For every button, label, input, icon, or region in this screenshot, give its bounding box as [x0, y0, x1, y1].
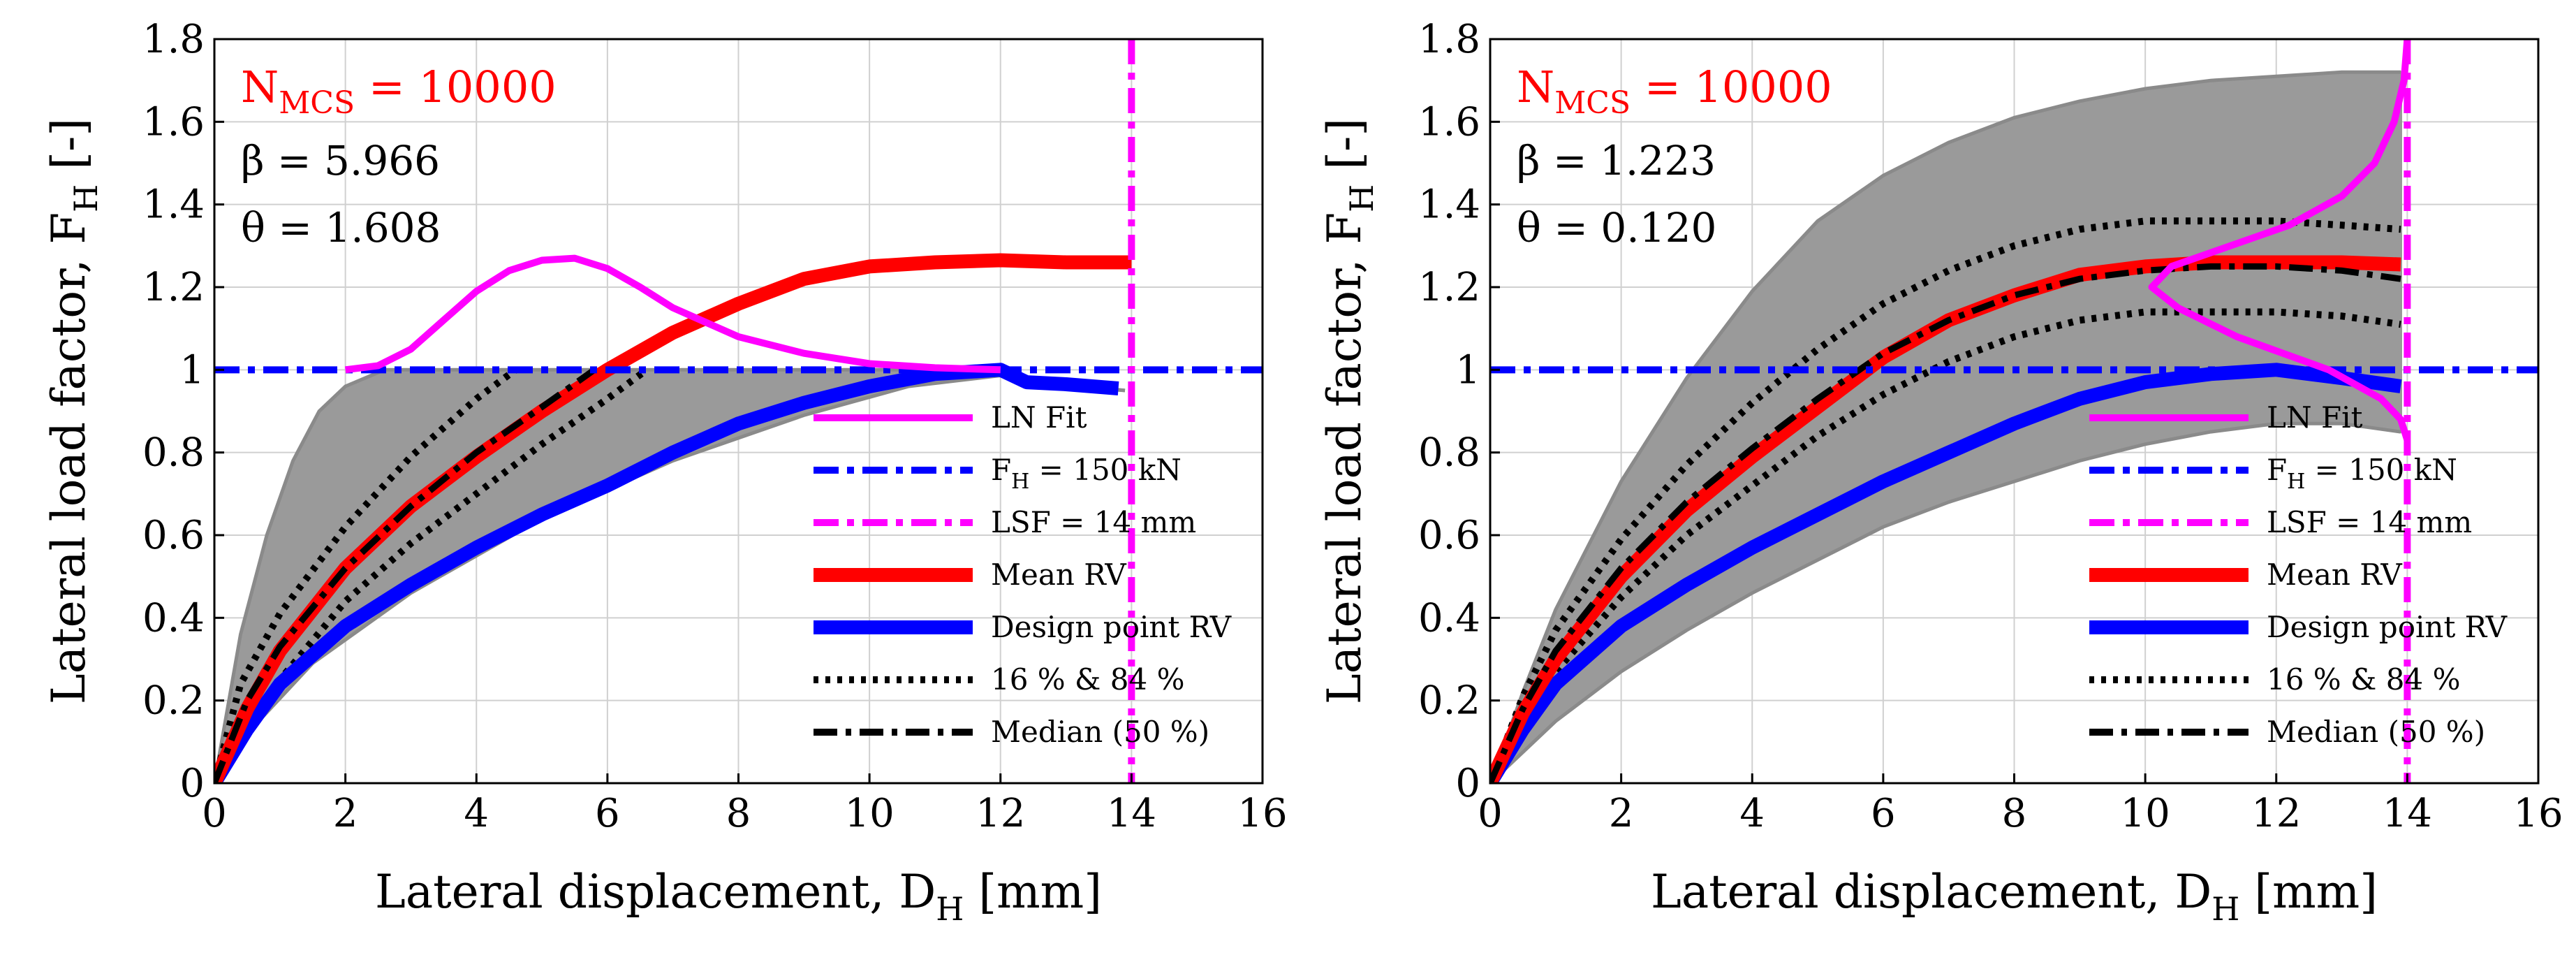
- x-tick-label: 2: [1609, 791, 1634, 836]
- legend-label-mean: Mean RV: [991, 558, 1126, 592]
- x-axis-label: Lateral displacement, DH [mm]: [375, 865, 1102, 928]
- x-tick-label: 2: [333, 791, 358, 836]
- percentile-84-line: [214, 367, 518, 783]
- x-tick-label: 8: [2002, 791, 2027, 836]
- ln-fit-curve: [344, 254, 1001, 374]
- y-tick-label: 1.6: [142, 99, 205, 145]
- x-tick-label: 8: [726, 791, 751, 836]
- x-tick-label: 16: [2513, 791, 2563, 836]
- y-tick-label: 0.4: [1418, 595, 1480, 641]
- x-tick-label: 6: [595, 791, 620, 836]
- legend-label-lnfit: LN Fit: [2267, 400, 2363, 435]
- tick-labels: 0 2 4 6 8 10 12 14 16 0 0.2 0.4 0.6 0.8 1 1.2 1.4 1.6 1.8: [1418, 17, 2563, 836]
- theta-annotation: θ = 1.608: [241, 204, 441, 252]
- y-tick-label: 1: [1455, 347, 1480, 393]
- y-axis-label: Lateral load factor, FH [-]: [1318, 118, 1381, 704]
- y-tick-label: 0.8: [1418, 430, 1480, 476]
- y-tick-label: 0: [179, 761, 205, 806]
- panel-right-chart: 0 2 4 6 8 10 12 14 16 0 0.2 0.4 0.6 0.8 1 1.2 1.4 1.6 1.8 L…: [1318, 17, 2563, 928]
- y-tick-label: 1.2: [142, 265, 205, 310]
- legend-label-p1684: 16 % & 84 %: [991, 662, 1185, 697]
- legend: LN Fit FH = 150 kN LSF = 14 mm Mean RV Desig…: [2089, 400, 2508, 749]
- nmcs-annotation: NMCS = 10000: [1517, 61, 1832, 121]
- tick-labels: 0 2 4 6 8 10 12 14 16 0 0.2 0.4 0.6 0.8 1 1.2 1.4 1.6 1.8: [142, 17, 1288, 836]
- design-point-rv-line: [214, 363, 1119, 783]
- x-tick-label: 0: [202, 791, 227, 836]
- median-line: [214, 367, 596, 783]
- x-tick-label: 0: [1478, 791, 1503, 836]
- beta-annotation: β = 1.223: [1517, 137, 1716, 184]
- mcs-sample-curve-upper: [1490, 70, 2401, 783]
- mean-rv-line: [1490, 255, 2401, 783]
- y-tick-label: 1.6: [1418, 99, 1480, 145]
- y-axis-label: Lateral load factor, FH [-]: [42, 118, 105, 704]
- y-tick-label: 1.4: [142, 182, 205, 228]
- y-tick-label: 0.2: [1418, 678, 1480, 724]
- panel-left-chart: 0 2 4 6 8 10 12 14 16 0 0.2 0.4 0.6 0.8 1 1.2 1.4 1.6 1.8 L…: [42, 17, 1288, 928]
- plot-content: [1490, 39, 2538, 783]
- legend-label-median: Median (50 %): [2267, 715, 2485, 749]
- legend-label-p1684: 16 % & 84 %: [2267, 662, 2461, 697]
- nmcs-annotation: NMCS = 10000: [241, 61, 557, 121]
- x-tick-label: 4: [464, 791, 489, 836]
- legend-label-median: Median (50 %): [991, 715, 1209, 749]
- legend-label-lsf: LSF = 14 mm: [991, 505, 1196, 539]
- x-tick-label: 10: [844, 791, 894, 836]
- theta-annotation: θ = 0.120: [1517, 204, 1716, 252]
- y-tick-label: 0.6: [1418, 513, 1480, 558]
- plot-content: [214, 39, 1263, 783]
- legend-label-design: Design point RV: [991, 610, 1232, 644]
- median-line: [1490, 263, 2401, 783]
- y-tick-label: 0: [1455, 761, 1480, 806]
- x-tick-label: 12: [976, 791, 1025, 836]
- y-tick-label: 0.2: [142, 678, 205, 724]
- x-tick-label: 14: [1107, 791, 1156, 836]
- percentile-16-line: [1490, 308, 2401, 783]
- y-tick-label: 1.8: [1418, 17, 1480, 62]
- legend: LN Fit FH = 150 kN LSF = 14 mm Mean RV Desig…: [814, 400, 1232, 749]
- ln-fit-curve: [2148, 39, 2411, 442]
- legend-label-lnfit: LN Fit: [991, 400, 1087, 435]
- y-tick-label: 0.4: [142, 595, 205, 641]
- percentile-84-line: [1490, 217, 2401, 783]
- y-tick-label: 1.8: [142, 17, 205, 62]
- x-tick-label: 10: [2120, 791, 2170, 836]
- y-tick-label: 0.8: [142, 430, 205, 476]
- legend-label-lsf: LSF = 14 mm: [2267, 505, 2472, 539]
- percentile-16-line: [214, 367, 649, 783]
- legend-label-fh: FH = 150 kN: [991, 453, 1182, 494]
- x-tick-label: 6: [1871, 791, 1896, 836]
- y-tick-label: 1.4: [1418, 182, 1480, 228]
- x-axis-label: Lateral displacement, DH [mm]: [1651, 865, 2378, 928]
- x-tick-label: 4: [1739, 791, 1765, 836]
- x-tick-label: 14: [2383, 791, 2432, 836]
- legend-label-design: Design point RV: [2267, 610, 2508, 644]
- legend-label-fh: FH = 150 kN: [2267, 453, 2457, 494]
- x-tick-label: 12: [2251, 791, 2301, 836]
- y-tick-label: 1: [179, 347, 205, 393]
- mcs-sample-curve-lower: [1490, 421, 2401, 783]
- x-tick-label: 16: [1237, 791, 1287, 836]
- y-tick-label: 0.6: [142, 513, 205, 558]
- beta-annotation: β = 5.966: [241, 137, 440, 184]
- legend-label-mean: Mean RV: [2267, 558, 2402, 592]
- y-tick-label: 1.2: [1418, 265, 1480, 310]
